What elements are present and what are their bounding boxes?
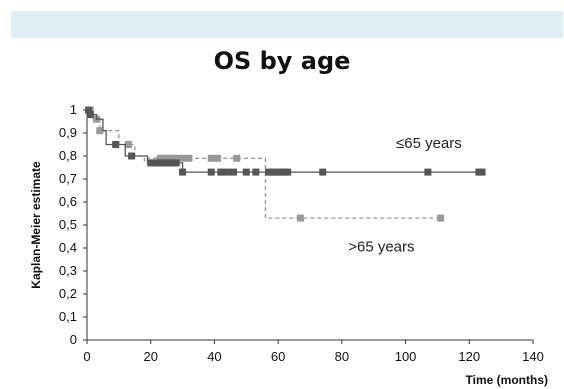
y-tick-label: 0 xyxy=(70,332,77,347)
y-tick-label: 0,4 xyxy=(59,240,77,255)
censor-mark-under-65 xyxy=(478,168,486,176)
series-line-over-65 xyxy=(87,109,441,219)
x-tick-label: 20 xyxy=(143,349,157,364)
y-tick-label: 1 xyxy=(70,102,77,117)
y-tick-label: 0,3 xyxy=(59,263,77,278)
censor-mark-over-65 xyxy=(172,154,180,162)
censor-mark-under-65 xyxy=(223,168,231,176)
x-tick-label: 80 xyxy=(335,349,349,364)
censor-mark-under-65 xyxy=(319,168,327,176)
censor-mark-over-65 xyxy=(296,214,304,222)
top-banner xyxy=(11,11,563,38)
y-tick-label: 0,9 xyxy=(59,125,77,140)
x-tick-label: 60 xyxy=(271,349,285,364)
censor-mark-over-65 xyxy=(437,214,445,222)
censor-mark-under-65 xyxy=(424,168,432,176)
x-tick-label: 100 xyxy=(395,349,417,364)
censor-mark-under-65 xyxy=(230,168,238,176)
y-tick-label: 0,2 xyxy=(59,286,77,301)
censor-mark-under-65 xyxy=(85,106,93,114)
censor-mark-under-65 xyxy=(207,168,215,176)
x-tick-label: 140 xyxy=(522,349,544,364)
censor-mark-over-65 xyxy=(214,154,222,162)
censor-mark-under-65 xyxy=(179,168,187,176)
censor-mark-over-65 xyxy=(233,154,241,162)
y-tick-label: 0,1 xyxy=(59,309,77,324)
censor-mark-over-65 xyxy=(179,154,187,162)
series-label-over-65: >65 years xyxy=(348,238,414,255)
y-tick-label: 0,6 xyxy=(59,194,77,209)
censor-mark-over-65 xyxy=(185,154,193,162)
series-layer: >65 years ≤65 years xyxy=(85,106,486,255)
censor-mark-under-65 xyxy=(252,168,260,176)
series-label-under-65: ≤65 years xyxy=(396,135,462,152)
x-tick-label: 0 xyxy=(83,349,90,364)
y-tick-label: 0,5 xyxy=(59,217,77,232)
chart-axes: 0 0,1 0,2 0,3 0,4 0,5 0,6 0,7 0,8 0,9 1 0 20 40 60 80 10… xyxy=(59,102,544,364)
censor-mark-under-65 xyxy=(128,152,136,160)
censor-mark-under-65 xyxy=(86,111,94,119)
x-axis-label: Time (months) xyxy=(466,373,548,387)
censor-mark-under-65 xyxy=(112,141,120,148)
y-tick-label: 0,8 xyxy=(59,148,77,163)
chart-title: OS by age xyxy=(213,47,351,75)
y-tick-label: 0,7 xyxy=(59,171,77,186)
censor-mark-over-65 xyxy=(124,141,132,148)
censor-mark-under-65 xyxy=(242,168,250,176)
x-tick-label: 40 xyxy=(207,349,221,364)
y-axis-label: Kaplan-Meier estimate xyxy=(29,161,43,289)
censor-mark-over-65 xyxy=(96,127,104,135)
censor-mark-under-65 xyxy=(284,168,292,176)
censor-mark-under-65 xyxy=(217,168,225,176)
censor-mark-over-65 xyxy=(207,154,215,162)
x-tick-label: 120 xyxy=(458,349,480,364)
censor-mark-under-65 xyxy=(172,159,180,167)
